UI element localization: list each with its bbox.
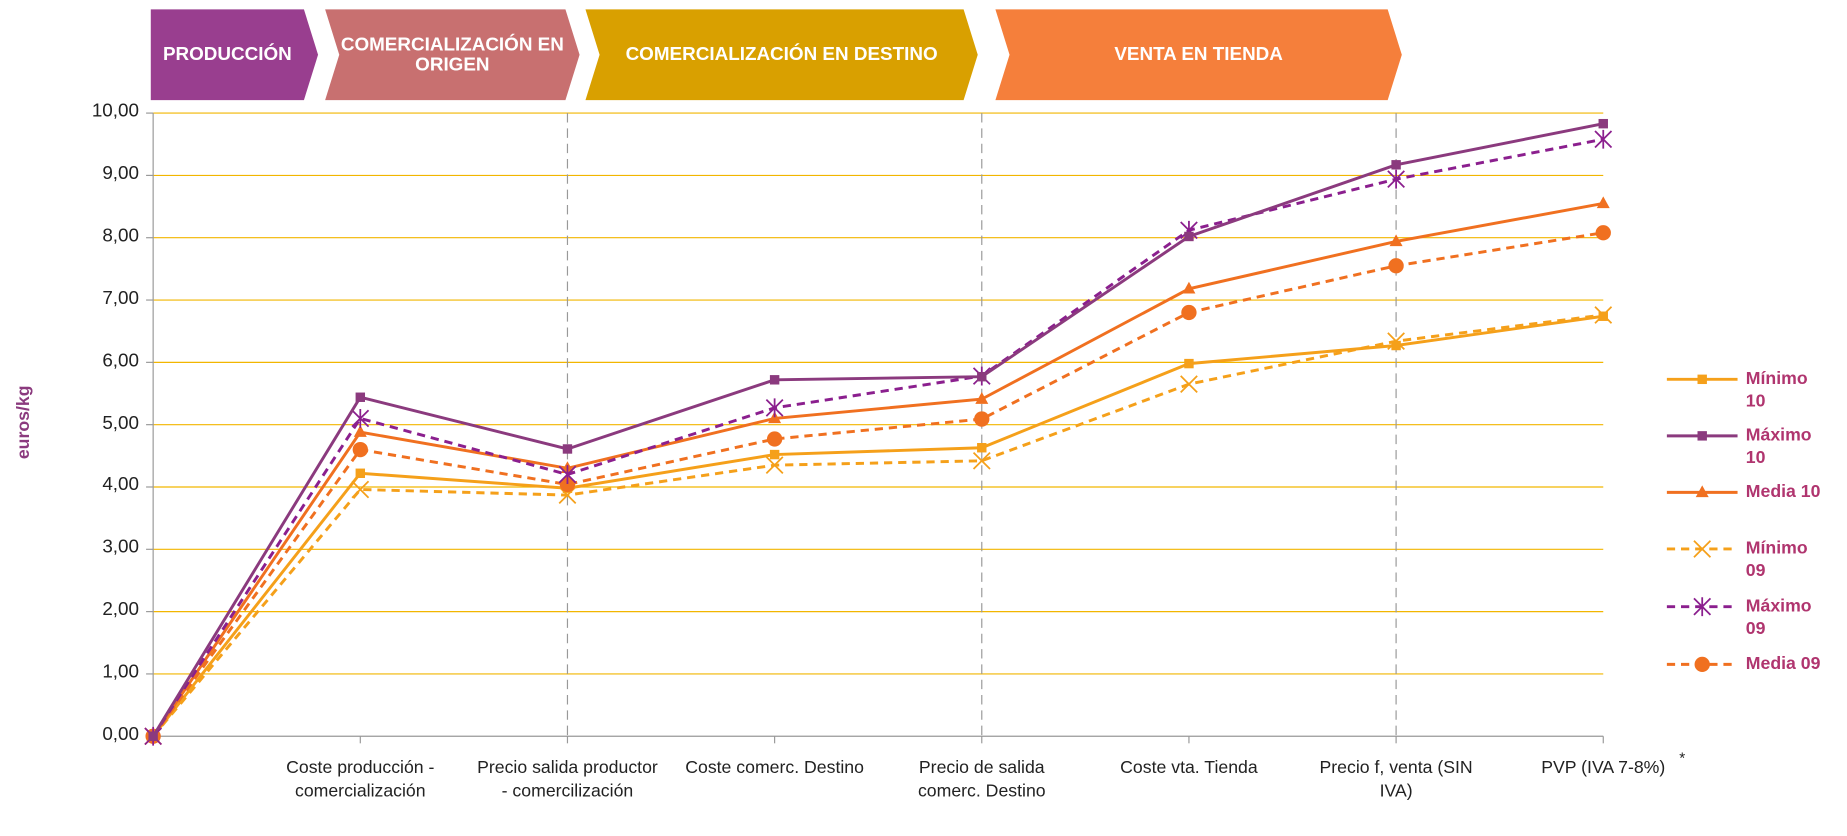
marker [351, 409, 370, 428]
legend-label: Mínimo 09 [1745, 538, 1808, 581]
marker [558, 465, 577, 484]
marker [559, 476, 576, 493]
series-line [151, 231, 1604, 738]
marker [974, 411, 990, 427]
marker [1387, 169, 1405, 189]
marker [1391, 160, 1401, 170]
marker [977, 371, 987, 382]
legend-marker [1693, 597, 1712, 617]
legend-marker [1697, 431, 1707, 441]
stage-banner [325, 9, 580, 101]
marker [1184, 358, 1194, 369]
marker [353, 425, 367, 437]
legend-marker [1693, 540, 1712, 558]
marker [1596, 196, 1610, 209]
x-tick-label: Coste producción - comercialización [286, 757, 435, 802]
legend-label: Máximo 09 [1745, 596, 1812, 639]
stage-banner [150, 9, 319, 101]
marker [1598, 118, 1608, 129]
legend-marker [1697, 374, 1707, 385]
stage-banner [585, 9, 978, 101]
y-tick-label: 6,00 [102, 350, 140, 371]
series-line [152, 313, 1604, 738]
marker [1391, 340, 1401, 351]
x-tick-label: PVP (IVA 7-8%) [1541, 757, 1666, 778]
marker [765, 398, 784, 418]
stage-label: VENTA EN TIENDA [1114, 44, 1283, 65]
x-tick-label: Precio salida productor - comercilizació… [477, 757, 658, 802]
x-tick-label: Coste comerc. Destino [685, 757, 864, 778]
legend-label: Máximo 10 [1745, 425, 1812, 468]
marker [1594, 129, 1613, 149]
y-axis-label: euros/kg [13, 385, 34, 460]
legend-label: Media 10 [1745, 481, 1821, 502]
marker [1182, 281, 1196, 294]
stage-label: COMERCIALIZACIÓN EN DESTINO [625, 44, 938, 65]
marker [765, 456, 784, 475]
y-tick-label: 10,00 [91, 101, 140, 122]
marker [1180, 375, 1198, 394]
y-tick-label: 5,00 [102, 412, 140, 433]
y-tick-label: 7,00 [102, 288, 140, 309]
marker [351, 480, 370, 499]
stage-banner [995, 9, 1402, 101]
footnote-mark: * [1679, 749, 1686, 767]
marker [562, 444, 573, 454]
marker [1181, 304, 1197, 321]
marker [148, 731, 158, 741]
marker [766, 431, 783, 447]
y-tick-label: 2,00 [102, 599, 140, 620]
marker [1184, 231, 1194, 242]
marker [355, 468, 366, 478]
y-tick-label: 3,00 [102, 537, 140, 558]
marker [1594, 306, 1613, 324]
legend-marker [1695, 485, 1709, 498]
stage-label: COMERCIALIZACIÓN EN ORIGEN [340, 34, 564, 75]
y-tick-label: 1,00 [102, 662, 140, 683]
series-line [151, 201, 1604, 738]
marker [972, 451, 991, 470]
marker [977, 443, 987, 453]
marker [1388, 258, 1404, 274]
x-tick-label: Coste vta. Tienda [1120, 757, 1258, 778]
marker [769, 449, 780, 460]
marker [352, 441, 368, 458]
marker [975, 392, 989, 404]
series-line [151, 137, 1604, 738]
marker [1387, 332, 1405, 351]
stage-label: PRODUCCIÓN [162, 44, 292, 65]
marker [1595, 225, 1611, 241]
series-line [151, 122, 1604, 738]
marker [769, 375, 780, 385]
y-tick-label: 9,00 [102, 163, 140, 184]
legend-marker [1694, 656, 1710, 673]
marker [1389, 234, 1403, 247]
legend-label: Media 09 [1745, 653, 1821, 674]
y-tick-label: 0,00 [102, 724, 140, 745]
x-tick-label: Precio f, venta (SIN IVA) [1319, 757, 1473, 802]
marker [355, 392, 366, 402]
y-tick-label: 4,00 [102, 475, 140, 496]
x-tick-label: Precio de salida comerc. Destino [917, 757, 1046, 802]
y-tick-label: 8,00 [102, 225, 140, 246]
legend-label: Mínimo 10 [1745, 368, 1808, 412]
